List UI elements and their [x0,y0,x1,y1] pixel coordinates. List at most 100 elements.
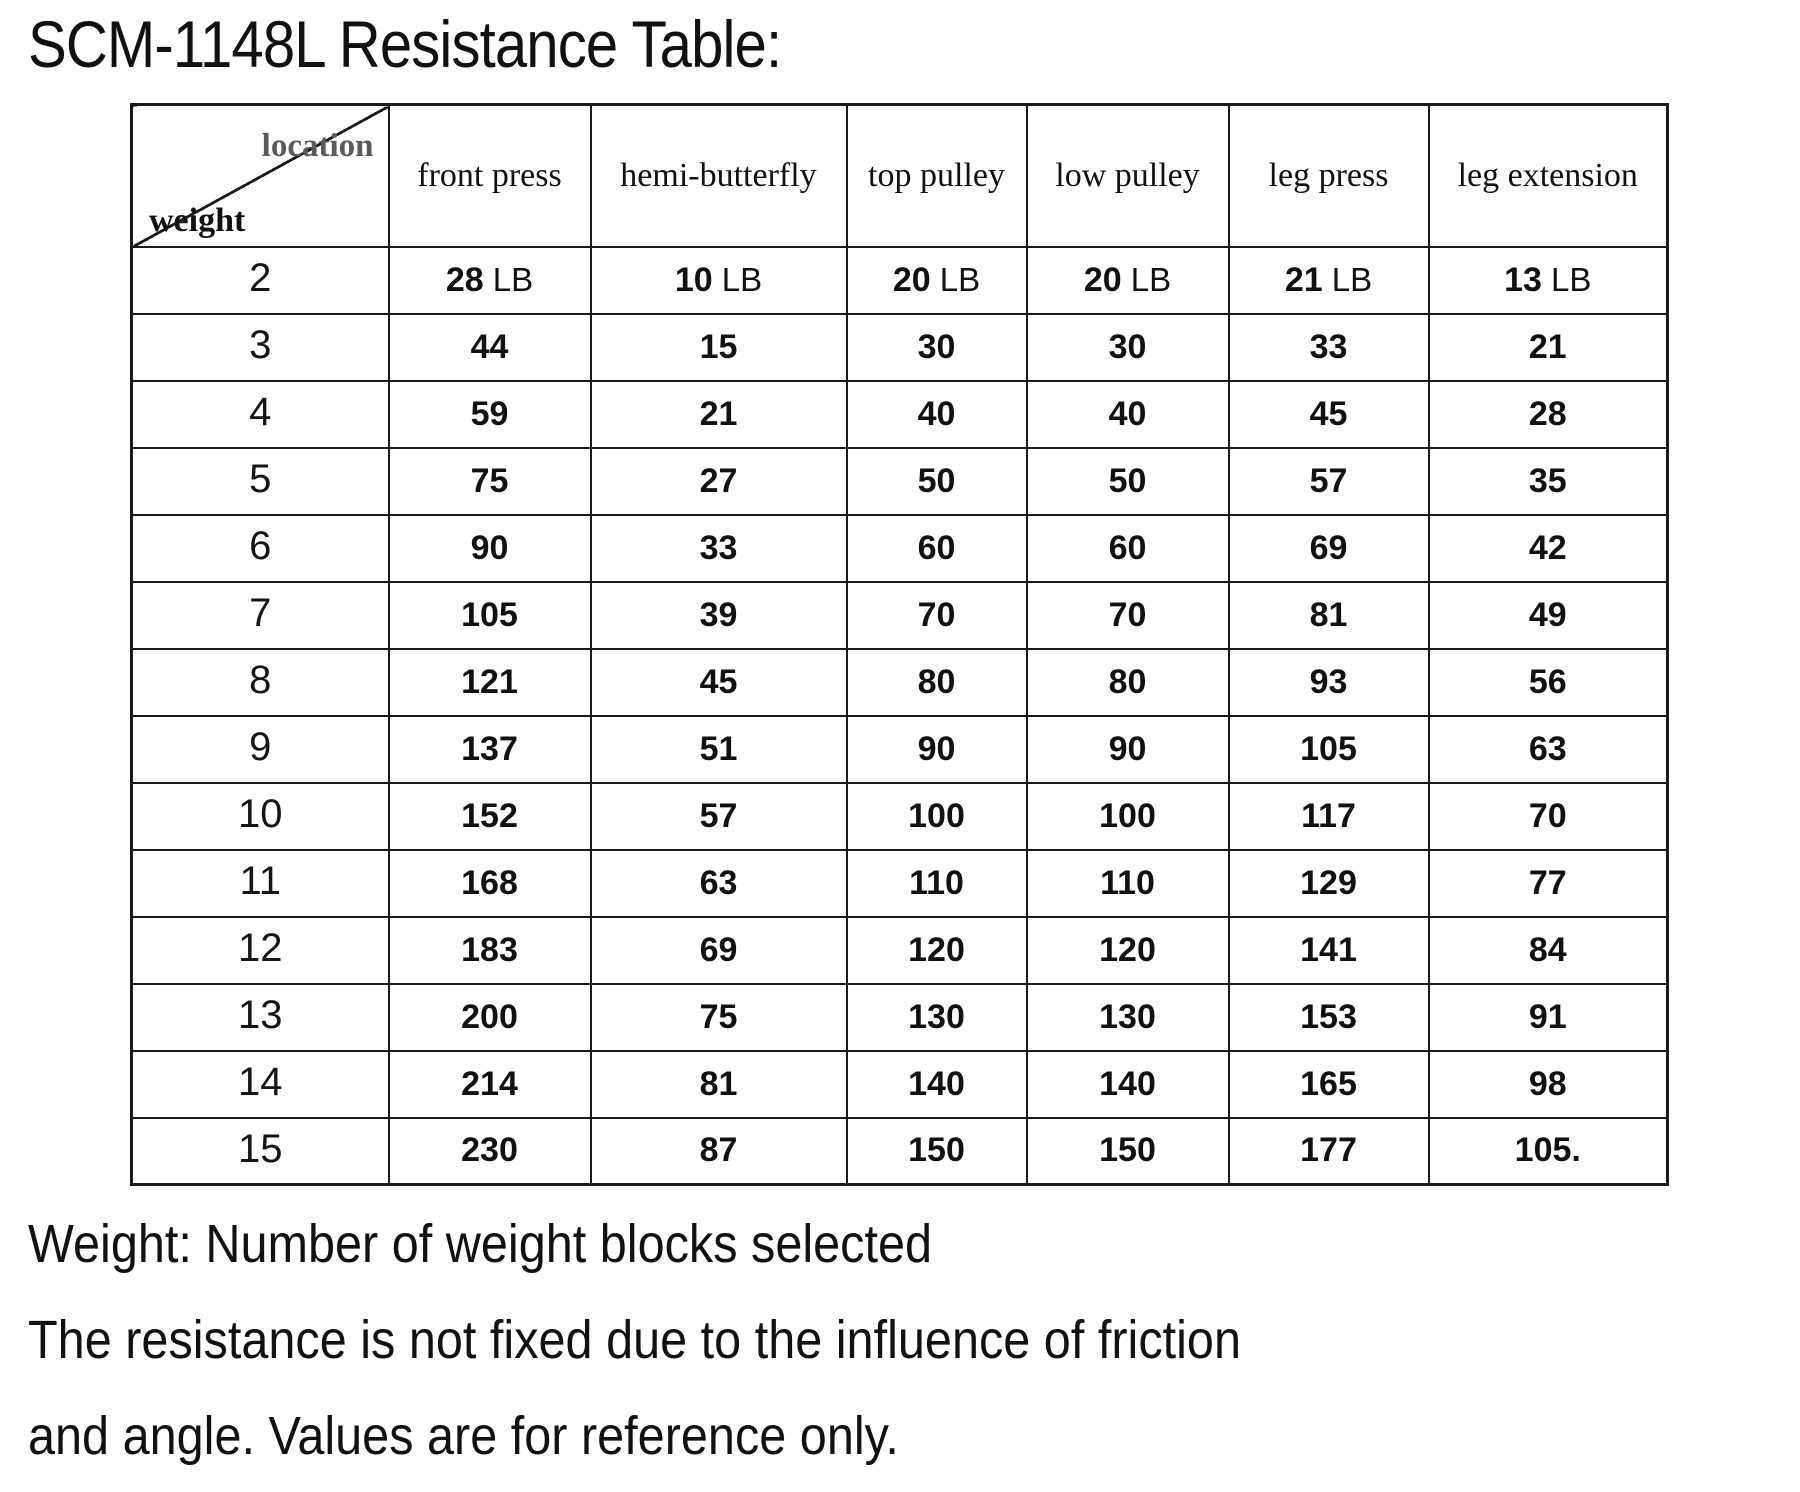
resistance-value-cell: 100 [1025,781,1230,851]
resistance-value: 57 [1309,461,1348,500]
table-body: 2 28 LB 10 LB 20 LB 20 LB 21 LB 13 LB 3 44 15 30 30… [130,245,1669,1186]
resistance-value: 130 [1099,997,1156,1036]
resistance-value-cell: 81 [589,1049,848,1119]
table-row: 5 75 27 50 50 57 35 [130,446,1669,516]
resistance-table: location weight front press hemi-butterf… [130,103,1669,1186]
resistance-value: 70 [1108,595,1147,634]
resistance-value-cell: 33 [589,513,848,583]
resistance-value-cell: 91 [1427,982,1669,1052]
resistance-value-cell: 21 [589,379,848,449]
resistance-value-cell: 77 [1427,848,1669,918]
resistance-value-cell: 69 [589,915,848,985]
table-row: 15 230 87 150 150 177 105. [130,1116,1669,1186]
resistance-value-cell: 60 [845,513,1028,583]
table-row: 7 105 39 70 70 81 49 [130,580,1669,650]
resistance-value: 21 [1284,260,1323,299]
resistance-value-cell: 45 [1227,379,1430,449]
table-row: 12 183 69 120 120 141 84 [130,915,1669,985]
table-row: 3 44 15 30 30 33 21 [130,312,1669,382]
resistance-value: 75 [699,997,738,1036]
resistance-value: 39 [699,595,738,634]
resistance-value-cell: 90 [1025,714,1230,784]
page-title: SCM-1148L Resistance Table: [28,7,782,81]
resistance-value: 87 [699,1131,738,1170]
resistance-value-cell: 10 LB [589,245,848,315]
resistance-value: 42 [1528,528,1567,567]
resistance-value-cell: 183 [387,915,592,985]
resistance-value-cell: 40 [845,379,1028,449]
resistance-value-cell: 130 [1025,982,1230,1052]
resistance-value-cell: 120 [845,915,1028,985]
resistance-value: 129 [1300,863,1357,902]
resistance-value-cell: 70 [1025,580,1230,650]
resistance-value-cell: 121 [387,647,592,717]
resistance-value: 40 [1108,394,1147,433]
resistance-value-cell: 39 [589,580,848,650]
resistance-value-cell: 152 [387,781,592,851]
resistance-value-cell: 165 [1227,1049,1430,1119]
resistance-value: 30 [1108,327,1147,366]
resistance-value-cell: 230 [387,1116,592,1186]
resistance-value: 140 [1099,1064,1156,1103]
unit-label: LB [1541,260,1592,298]
resistance-value-cell: 117 [1227,781,1430,851]
resistance-value: 81 [1309,595,1348,634]
resistance-value: 120 [1099,930,1156,969]
weight-cell: 15 [130,1116,390,1186]
resistance-value: 59 [470,394,509,433]
resistance-value: 45 [699,662,738,701]
resistance-value-cell: 130 [845,982,1028,1052]
column-header-hemi-butterfly: hemi-butterfly [589,103,848,248]
resistance-value: 13 [1504,260,1542,299]
table-row: 14 214 81 140 140 165 98 [130,1049,1669,1119]
resistance-value-cell: 56 [1427,647,1669,717]
weight-cell: 8 [130,647,390,717]
resistance-value-cell: 57 [1227,446,1430,516]
column-header-low-pulley: low pulley [1025,103,1230,248]
weight-cell: 5 [130,446,390,516]
notes: Weight: Number of weight blocks selected… [28,1196,1376,1484]
resistance-value-cell: 69 [1227,513,1430,583]
weight-cell: 3 [130,312,390,382]
resistance-value: 50 [1108,461,1147,500]
resistance-value: 80 [1108,662,1147,701]
unit-label: LB [1121,260,1172,298]
resistance-value: 200 [461,997,518,1036]
resistance-value-cell: 110 [845,848,1028,918]
resistance-value: 90 [470,528,509,567]
resistance-value: 140 [908,1064,965,1103]
resistance-value: 137 [461,729,518,768]
resistance-value-cell: 15 [589,312,848,382]
resistance-value-cell: 80 [845,647,1028,717]
resistance-value-cell: 150 [1025,1116,1230,1186]
resistance-value: 121 [461,662,518,701]
resistance-value-cell: 21 [1427,312,1669,382]
resistance-value-cell: 105. [1427,1116,1669,1186]
weight-cell: 6 [130,513,390,583]
resistance-value: 80 [917,662,956,701]
resistance-value: 130 [908,997,965,1036]
resistance-value: 49 [1528,595,1567,634]
resistance-value-cell: 90 [845,714,1028,784]
note-line-weight-definition: Weight: Number of weight blocks selected [28,1214,933,1274]
resistance-value-cell: 49 [1427,580,1669,650]
resistance-value-cell: 57 [589,781,848,851]
weight-cell: 12 [130,915,390,985]
resistance-value-cell: 90 [387,513,592,583]
resistance-value: 105 [461,595,518,634]
resistance-value: 141 [1300,930,1357,969]
resistance-value: 27 [699,461,738,500]
resistance-value-cell: 98 [1427,1049,1669,1119]
table-row: 9 137 51 90 90 105 63 [130,714,1669,784]
unit-label: LB [712,260,763,298]
resistance-value: 77 [1528,863,1567,902]
resistance-value: 33 [699,528,738,567]
resistance-value: 91 [1528,997,1567,1036]
resistance-value-cell: 13 LB [1427,245,1669,315]
resistance-value: 50 [917,461,956,500]
table-row: 10 152 57 100 100 117 70 [130,781,1669,851]
resistance-value-cell: 63 [589,848,848,918]
resistance-value-cell: 120 [1025,915,1230,985]
resistance-value-cell: 27 [589,446,848,516]
